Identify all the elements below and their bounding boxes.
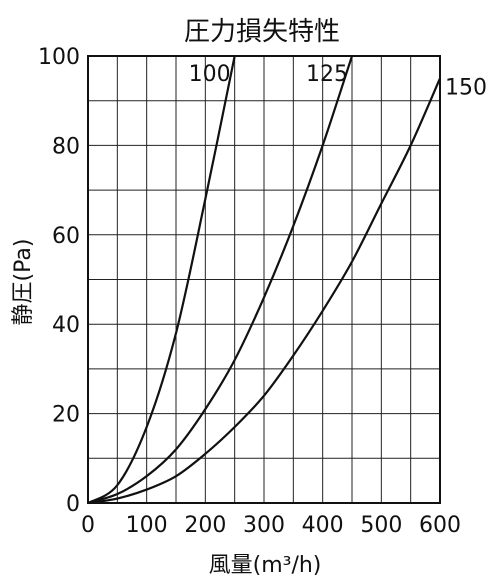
y-tick-label: 20 (52, 403, 80, 428)
series-label-125: 125 (306, 62, 348, 87)
x-tick-label: 0 (81, 513, 95, 538)
y-tick-label: 40 (52, 313, 80, 338)
series-label-100: 100 (189, 62, 231, 87)
x-tick-label: 100 (126, 513, 168, 538)
grid-lines (87, 55, 441, 504)
series-labels: 100 125 150 (189, 62, 487, 100)
x-tick-label: 500 (360, 513, 402, 538)
series-label-150: 150 (445, 75, 487, 100)
tick-labels: 0 100 200 300 400 500 600 0 20 40 60 80 100 (38, 45, 461, 538)
x-tick-label: 600 (419, 513, 461, 538)
series-line-100 (87, 55, 236, 504)
x-tick-label: 400 (302, 513, 344, 538)
chart-title: 圧力損失特性 (184, 17, 340, 47)
series-curves (87, 55, 442, 505)
plot-frame (87, 55, 441, 504)
y-tick-label: 0 (66, 492, 80, 517)
series-line-150 (87, 77, 442, 505)
y-tick-label: 80 (52, 134, 80, 159)
series-line-125 (87, 55, 354, 505)
y-axis-label: 静圧(Pa) (11, 239, 36, 326)
y-tick-label: 100 (38, 45, 80, 70)
x-axis-label: 風量(m³/h) (209, 553, 322, 578)
x-tick-label: 300 (243, 513, 285, 538)
y-tick-label: 60 (52, 224, 80, 249)
x-tick-label: 200 (184, 513, 226, 538)
